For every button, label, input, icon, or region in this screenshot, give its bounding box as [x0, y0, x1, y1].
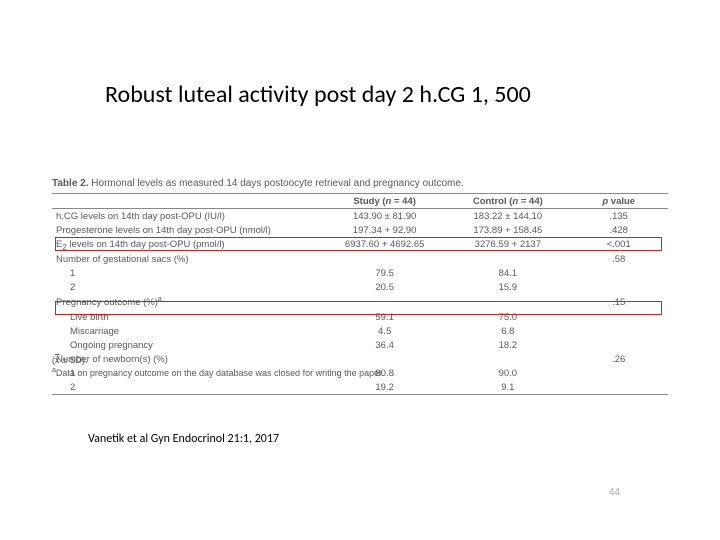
- cell-control: 9.1: [446, 380, 569, 395]
- cell-pvalue: [569, 324, 668, 338]
- cell-control: 183.22 ± 144.10: [446, 209, 569, 224]
- cell-pvalue: .26: [569, 352, 668, 366]
- footnote-sd: (x ± SD).: [52, 355, 87, 365]
- row-label: E2 levels on 14th day post-OPU (pmol/l): [52, 237, 323, 253]
- cell-pvalue: [569, 366, 668, 380]
- cell-study: 19.2: [323, 380, 446, 395]
- cell-pvalue: .58: [569, 253, 668, 267]
- cell-pvalue: .428: [569, 223, 668, 237]
- table-row: 219.29.1: [52, 380, 668, 395]
- cell-pvalue: <.001: [569, 237, 668, 253]
- cell-control: 3276.59 + 2137: [446, 237, 569, 253]
- table-row: Miscarriage4.56.8: [52, 324, 668, 338]
- cell-pvalue: [569, 267, 668, 281]
- cell-study: [323, 253, 446, 267]
- cell-control: 15.9: [446, 281, 569, 295]
- cell-control: 18.2: [446, 338, 569, 352]
- cell-study: 197.34 + 92.90: [323, 223, 446, 237]
- cell-control: 173.89 + 158.45: [446, 223, 569, 237]
- footnote-a: Data on pregnancy outcome on the day dat…: [56, 368, 384, 378]
- cell-pvalue: [569, 281, 668, 295]
- col-control: Control (n = 44): [446, 194, 569, 209]
- cell-control: [446, 352, 569, 366]
- row-label: Number of gestational sacs (%): [52, 253, 323, 267]
- cell-pvalue: .135: [569, 209, 668, 224]
- cell-control: 75.0: [446, 310, 569, 324]
- cell-study: 143.90 ± 81.90: [323, 209, 446, 224]
- table-row: h.CG levels on 14th day post-OPU (IU/l)1…: [52, 209, 668, 224]
- cell-control: [446, 253, 569, 267]
- table-row: 179.584.1: [52, 267, 668, 281]
- table-row: Number of gestational sacs (%) .58: [52, 253, 668, 267]
- row-label: Miscarriage: [52, 324, 323, 338]
- col-study: Study (n = 44): [323, 194, 446, 209]
- citation: Vanetik et al Gyn Endocrinol 21:1, 2017: [88, 432, 279, 446]
- row-label: Pregnancy outcome (%)a: [52, 295, 323, 310]
- cell-control: 84.1: [446, 267, 569, 281]
- row-label: 2: [52, 281, 323, 295]
- cell-study: 79.5: [323, 267, 446, 281]
- caption-label: Table 2.: [52, 178, 89, 189]
- cell-study: 36.4: [323, 338, 446, 352]
- row-label: 2: [52, 380, 323, 395]
- row-label: Progesterone levels on 14th day post-OPU…: [52, 223, 323, 237]
- table-row: Ongoing pregnancy36.418.2: [52, 338, 668, 352]
- row-label: h.CG levels on 14th day post-OPU (IU/l): [52, 209, 323, 224]
- row-label: Ongoing pregnancy: [52, 338, 323, 352]
- row-label: Live birth: [52, 310, 323, 324]
- col-pvalue: p value: [569, 194, 668, 209]
- slide-title: Robust luteal activity post day 2 h.CG 1…: [105, 80, 531, 109]
- cell-study: [323, 295, 446, 310]
- table-footnotes: (x ± SD). aData on pregnancy outcome on …: [52, 354, 384, 379]
- cell-control: 90.0: [446, 366, 569, 380]
- cell-study: 59.1: [323, 310, 446, 324]
- cell-study: 6937.60 + 4692.65: [323, 237, 446, 253]
- table-caption: Table 2. Hormonal levels as measured 14 …: [52, 178, 668, 189]
- cell-pvalue: [569, 310, 668, 324]
- caption-text: Hormonal levels as measured 14 days post…: [91, 178, 463, 189]
- cell-pvalue: [569, 338, 668, 352]
- cell-study: 4.5: [323, 324, 446, 338]
- table-row: Pregnancy outcome (%)a .15: [52, 295, 668, 310]
- table-row: Progesterone levels on 14th day post-OPU…: [52, 223, 668, 237]
- table-header-row: Study (n = 44) Control (n = 44) p value: [52, 194, 668, 209]
- row-label: 1: [52, 267, 323, 281]
- cell-study: 20.5: [323, 281, 446, 295]
- cell-control: 6.8: [446, 324, 569, 338]
- table-row: E2 levels on 14th day post-OPU (pmol/l)6…: [52, 237, 668, 253]
- page-number: 44: [609, 487, 620, 498]
- cell-control: [446, 295, 569, 310]
- cell-pvalue: [569, 380, 668, 395]
- table-row: Live birth59.175.0: [52, 310, 668, 324]
- table-row: 220.515.9: [52, 281, 668, 295]
- cell-pvalue: .15: [569, 295, 668, 310]
